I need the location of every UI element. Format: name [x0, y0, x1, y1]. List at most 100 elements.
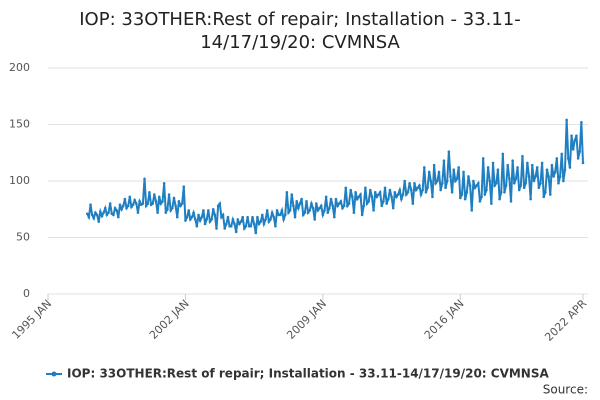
point — [437, 170, 441, 174]
point — [383, 186, 387, 190]
point — [529, 197, 532, 201]
point — [565, 118, 568, 122]
point — [179, 204, 182, 208]
point — [246, 215, 249, 219]
point — [321, 213, 325, 217]
point — [390, 195, 393, 199]
point — [311, 206, 315, 210]
point — [164, 211, 168, 214]
point — [462, 170, 465, 174]
point — [123, 197, 127, 201]
point — [354, 191, 357, 194]
point — [108, 202, 112, 205]
point — [143, 177, 146, 181]
point — [198, 219, 202, 222]
point — [508, 177, 511, 181]
point — [450, 191, 454, 194]
point — [211, 207, 215, 211]
point — [341, 206, 344, 210]
point — [378, 191, 382, 194]
point — [352, 211, 356, 214]
point — [226, 215, 230, 219]
point — [290, 193, 294, 196]
point — [521, 154, 524, 158]
point — [439, 188, 442, 192]
point — [522, 186, 526, 190]
point — [90, 213, 94, 217]
point — [416, 186, 420, 190]
point — [205, 218, 209, 221]
point — [293, 215, 297, 219]
y-tick-label: 50 — [16, 231, 30, 244]
point — [512, 181, 516, 185]
point — [400, 197, 403, 201]
point — [457, 166, 460, 169]
point — [395, 195, 398, 199]
point — [580, 120, 583, 124]
point — [153, 193, 156, 196]
point — [463, 197, 467, 201]
point — [349, 188, 352, 192]
point — [120, 207, 123, 211]
point — [272, 215, 276, 219]
point — [421, 188, 424, 192]
point — [496, 168, 500, 171]
point — [175, 215, 179, 219]
point — [216, 204, 220, 208]
point — [526, 161, 529, 165]
point — [200, 215, 204, 219]
point — [300, 197, 303, 201]
point — [530, 163, 534, 167]
point — [282, 218, 285, 221]
point — [359, 193, 362, 196]
point — [105, 213, 109, 217]
point — [562, 179, 565, 183]
legend-label: IOP: 33OTHER:Rest of repair; Installatio… — [67, 367, 549, 381]
point — [422, 166, 426, 169]
point — [566, 157, 570, 160]
point — [355, 197, 359, 201]
point — [571, 148, 575, 151]
point — [576, 157, 580, 160]
point — [539, 181, 542, 185]
point — [555, 157, 559, 160]
point — [542, 195, 546, 199]
point — [239, 220, 243, 223]
point — [257, 222, 261, 226]
point — [274, 224, 277, 228]
point — [303, 211, 307, 214]
point — [535, 166, 539, 169]
point — [401, 193, 405, 196]
y-tick-label: 200 — [9, 61, 30, 74]
point — [141, 202, 145, 205]
point — [501, 152, 505, 156]
point — [398, 188, 402, 192]
point — [418, 184, 421, 187]
x-tick-label: 2016 JAN — [422, 297, 467, 342]
point — [458, 196, 462, 200]
point — [411, 202, 415, 205]
point — [138, 200, 141, 203]
point — [99, 210, 102, 213]
point — [167, 193, 171, 196]
point — [182, 185, 186, 188]
y-tick-label: 0 — [23, 287, 30, 300]
point — [254, 231, 258, 235]
point — [151, 202, 155, 205]
point — [297, 206, 300, 210]
point — [89, 203, 92, 207]
chart-title: IOP: 33OTHER:Rest of repair; Installatio… — [79, 9, 521, 53]
point — [180, 202, 184, 205]
point — [148, 191, 151, 194]
point — [432, 163, 436, 167]
point — [285, 191, 289, 194]
point — [310, 202, 313, 205]
point — [351, 195, 354, 199]
point — [261, 213, 264, 217]
point — [476, 181, 480, 185]
point — [94, 211, 97, 214]
point — [177, 200, 181, 203]
point — [241, 215, 244, 219]
x-tick-label: 2022 APR — [542, 297, 589, 344]
